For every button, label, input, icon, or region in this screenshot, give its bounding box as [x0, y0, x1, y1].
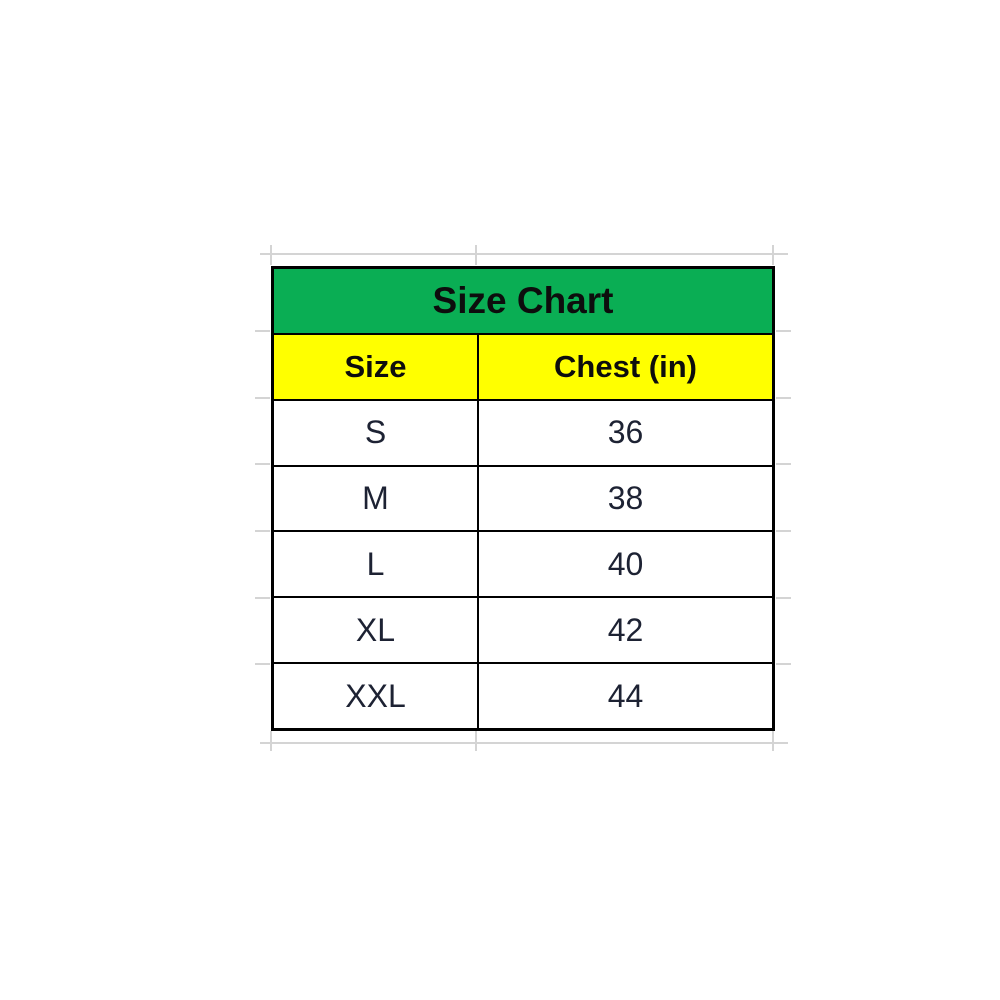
chest-cell: 42 — [477, 598, 772, 663]
size-cell: XL — [355, 611, 396, 648]
gridline-tick — [255, 330, 270, 332]
chest-cell: 40 — [477, 532, 772, 597]
gridline-tick — [475, 731, 477, 751]
size-cell: XXL — [345, 677, 406, 714]
gridline-tick — [255, 397, 270, 399]
table-row: XL 42 — [274, 596, 772, 663]
gridline-top — [260, 253, 788, 255]
size-cell: S — [364, 414, 387, 451]
gridline-tick — [255, 663, 270, 665]
gridline-tick — [776, 597, 791, 599]
gridline-tick — [776, 463, 791, 465]
table-title: Size Chart — [432, 279, 614, 321]
chest-cell: 36 — [477, 400, 772, 465]
gridline-tick — [772, 245, 774, 265]
column-header-chest: Chest (in) — [477, 334, 772, 399]
column-header-size: Size — [344, 348, 407, 384]
gridline-tick — [776, 530, 791, 532]
gridline-tick — [776, 397, 791, 399]
table-row: L 40 — [274, 530, 772, 597]
gridline-tick — [270, 731, 272, 751]
gridline-tick — [776, 663, 791, 665]
gridline-tick — [776, 330, 791, 332]
size-cell: M — [362, 480, 389, 516]
gridline-tick — [255, 530, 270, 532]
table-row: XXL 44 — [274, 662, 772, 729]
gridline-tick — [270, 245, 272, 265]
table-row: S 36 — [274, 398, 772, 465]
chest-cell: 38 — [477, 466, 772, 531]
table-row: M 38 — [274, 464, 772, 531]
table-title-row: Size Chart — [274, 269, 772, 333]
size-cell: L — [366, 545, 385, 582]
gridline-tick — [772, 731, 774, 751]
gridline-tick — [255, 597, 270, 599]
gridline-tick — [475, 245, 477, 265]
chest-cell: 44 — [477, 664, 772, 729]
table-header-row: Size Chest (in) — [274, 332, 772, 399]
gridline-bottom — [260, 742, 788, 744]
gridline-tick — [255, 463, 270, 465]
size-chart-table: Size Chart Size Chest (in) S 36 M 38 L 4… — [271, 266, 775, 731]
